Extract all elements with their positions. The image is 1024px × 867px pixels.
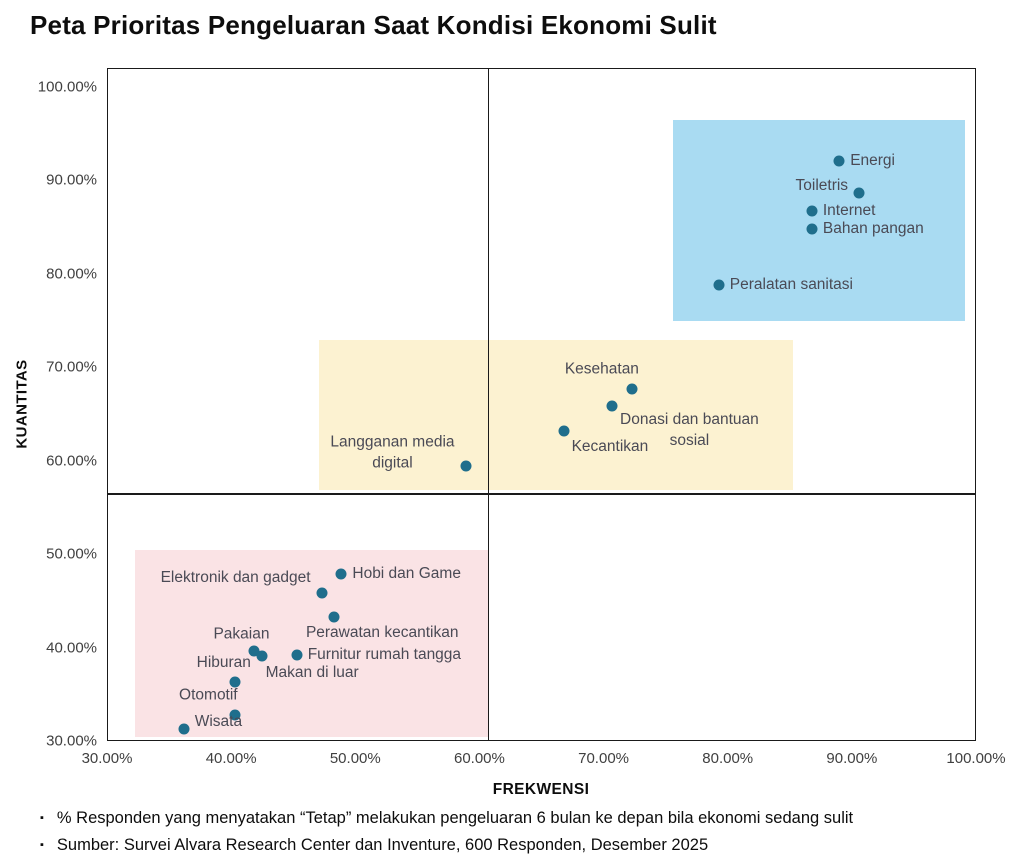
data-point bbox=[806, 205, 818, 217]
data-point-label: Perawatan kecantikan bbox=[305, 623, 459, 641]
plot-area: Energi Toiletris Internet Bahan pangan Peral… bbox=[107, 68, 976, 741]
data-point bbox=[178, 723, 190, 735]
data-point bbox=[256, 650, 268, 662]
data-point bbox=[558, 425, 570, 437]
data-point-label: Langganan media digital bbox=[330, 433, 455, 472]
footnote-text: % Responden yang menyatakan “Tetap” mela… bbox=[56, 809, 854, 827]
x-tick-label: 60.00% bbox=[453, 750, 505, 767]
data-point bbox=[316, 587, 328, 599]
data-point-label: Furnitur rumah tangga bbox=[307, 645, 462, 663]
data-point-label: Energi bbox=[850, 151, 895, 169]
data-point-label: Makan di luar bbox=[265, 663, 359, 681]
y-tick-label: 70.00% bbox=[46, 358, 97, 376]
data-point bbox=[291, 649, 303, 661]
footnote-item: ▪ % Responden yang menyatakan “Tetap” mel… bbox=[40, 805, 853, 832]
data-point-label: Elektronik dan gadget bbox=[160, 569, 311, 587]
data-point bbox=[460, 460, 472, 472]
footnote-bullet-icon: ▪ bbox=[40, 839, 44, 851]
footnotes: ▪ % Responden yang menyatakan “Tetap” mel… bbox=[40, 805, 853, 859]
data-point bbox=[806, 223, 818, 235]
data-point bbox=[248, 645, 260, 657]
data-point bbox=[853, 187, 865, 199]
data-point-label: Otomotif bbox=[179, 686, 238, 704]
data-point-label: Kesehatan bbox=[564, 360, 639, 378]
region-prioritas-rendah bbox=[135, 550, 488, 738]
data-point-label: Pakaian bbox=[213, 625, 270, 643]
footnote-item: ▪ Sumber: Survei Alvara Research Center d… bbox=[40, 832, 853, 859]
data-point-label: Hobi dan Game bbox=[352, 564, 461, 582]
y-tick-label: 50.00% bbox=[46, 545, 97, 563]
data-point-label: Kecantikan bbox=[571, 437, 649, 455]
data-point bbox=[229, 709, 241, 721]
data-point bbox=[229, 676, 241, 688]
data-point bbox=[606, 400, 618, 412]
region-prioritas-menengah bbox=[319, 340, 794, 490]
quadrant-line-horizontal bbox=[108, 493, 975, 495]
x-tick-label: 50.00% bbox=[329, 750, 381, 767]
y-tick-label: 30.00% bbox=[46, 732, 97, 750]
x-tick-label: 40.00% bbox=[205, 750, 257, 767]
data-point-label: Toiletris bbox=[795, 177, 849, 195]
data-point bbox=[626, 383, 638, 395]
data-point-label: Donasi dan bantuan sosial bbox=[620, 411, 759, 449]
chart-title: Peta Prioritas Pengeluaran Saat Kondisi … bbox=[30, 10, 717, 40]
y-tick-label: 100.00% bbox=[37, 78, 97, 96]
x-tick-label: 30.00% bbox=[81, 750, 133, 767]
data-point-label: Wisata bbox=[194, 712, 243, 730]
data-point bbox=[713, 279, 725, 291]
footnote-bullet-icon: ▪ bbox=[40, 812, 44, 824]
data-point bbox=[335, 568, 347, 580]
data-point-label: Internet bbox=[822, 201, 876, 219]
y-tick-label: 80.00% bbox=[46, 265, 97, 283]
data-point-label: Hiburan bbox=[196, 653, 251, 671]
data-point bbox=[328, 611, 340, 623]
y-tick-label: 40.00% bbox=[46, 639, 97, 657]
quadrant-line-vertical bbox=[487, 69, 490, 740]
footnote-text: Sumber: Survei Alvara Research Center da… bbox=[56, 836, 709, 854]
y-tick-label: 60.00% bbox=[46, 452, 97, 470]
x-tick-label: 80.00% bbox=[702, 750, 754, 767]
data-point-label: Peralatan sanitasi bbox=[729, 275, 853, 293]
x-tick-label: 100.00% bbox=[946, 750, 1006, 767]
data-point-label: Bahan pangan bbox=[822, 219, 924, 237]
x-tick-label: 90.00% bbox=[826, 750, 878, 767]
x-tick-label: 70.00% bbox=[578, 750, 629, 767]
x-axis-title: FREKWENSI bbox=[492, 781, 590, 798]
y-tick-label: 90.00% bbox=[46, 171, 97, 189]
data-point bbox=[833, 155, 845, 167]
